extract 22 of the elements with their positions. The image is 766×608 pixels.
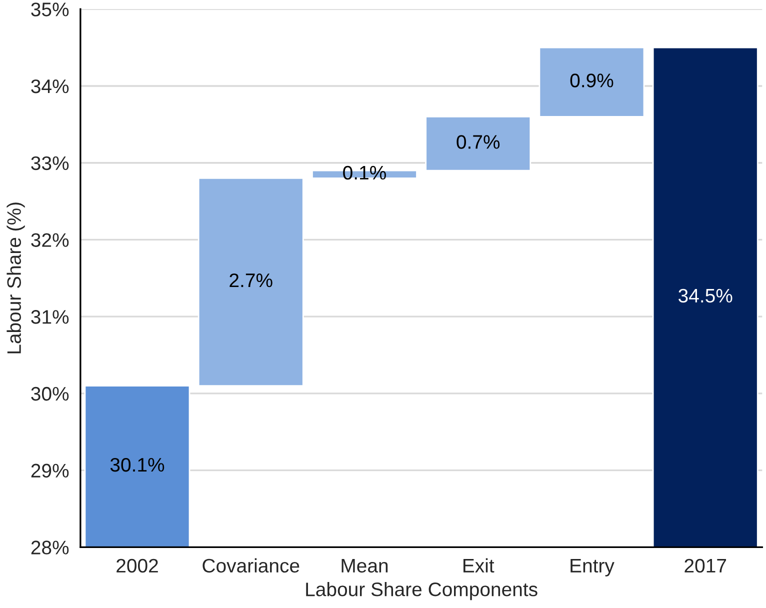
data-label: 0.7% [456,135,500,149]
data-label: 34.5% [678,288,732,303]
y-tick-label: 33% [31,156,69,170]
y-tick-label: 30% [31,386,69,401]
data-label: 0.9% [570,74,614,88]
y-tick-label: 28% [31,540,69,554]
y-tick-label: 31% [31,310,69,324]
y-axis-title: Labour Share (%) [6,202,25,354]
data-label: 2.7% [230,273,272,288]
data-label: 30.1% [110,458,164,472]
x-tick-label: Exit [464,558,494,573]
x-tick-label: 2002 [116,558,158,573]
y-tick-label: 35% [31,2,69,16]
x-tick-label: Mean [342,559,388,573]
x-tick-label: 2017 [684,558,726,573]
x-tick-label: Covariance [202,558,300,573]
y-tick-label: 32% [31,233,69,247]
x-axis-title: Labour Share Components [306,582,538,600]
y-tick-label: 34% [31,79,69,94]
data-label: 0.1% [343,166,386,180]
y-tick-label: 29% [31,464,69,478]
x-tick-label: Entry [570,559,614,576]
